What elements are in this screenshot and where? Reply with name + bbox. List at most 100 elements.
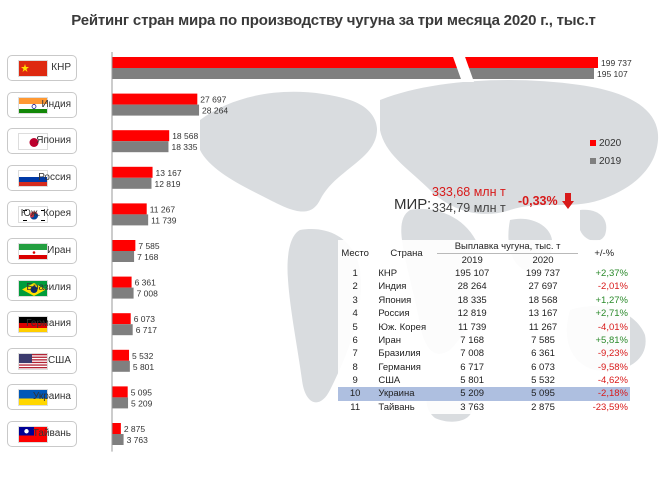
country-label: КНР <box>51 62 71 73</box>
value-2020-cell: 2 875 <box>531 401 555 413</box>
world-value-2019: 334,79 млн т <box>432 201 506 215</box>
data-label-2019: 5 801 <box>133 362 155 372</box>
header-2020: 2020 <box>532 254 554 266</box>
rank-cell: 11 <box>350 401 361 413</box>
japan-flag-icon <box>18 133 48 151</box>
bar-2019 <box>112 177 152 189</box>
value-2019-cell: 195 107 <box>455 267 490 279</box>
rank-cell: 6 <box>352 334 358 346</box>
change-cell: -4,01% <box>597 321 628 333</box>
data-label-2019: 28 264 <box>202 106 228 116</box>
flag-box: Россия <box>7 164 77 191</box>
bar-2020 <box>112 57 598 68</box>
rank-cell: 1 <box>352 267 358 279</box>
flag-box: США <box>7 347 77 374</box>
rank-cell: 2 <box>352 281 358 293</box>
bar-2020 <box>112 240 136 251</box>
flag-box: Индия <box>7 91 77 118</box>
bar-2020 <box>112 276 132 288</box>
legend-item-2020: 2020 <box>590 138 621 149</box>
data-label-2020: 199 737 <box>601 58 632 68</box>
bar-2019 <box>112 104 200 116</box>
bar-2019 <box>112 287 134 299</box>
rank-cell: 7 <box>352 348 358 360</box>
rank-cell: 5 <box>352 321 358 333</box>
bar-2020 <box>112 130 170 142</box>
taiwan-flag-icon <box>18 426 48 443</box>
data-label-2019: 5 209 <box>131 398 153 408</box>
country-cell: США <box>378 375 401 387</box>
legend-swatch-2020 <box>590 140 596 147</box>
data-label-2019: 3 763 <box>127 435 149 445</box>
table-header-row: Место Страна Выплавка чугуна, тыс. т +/-… <box>338 240 630 259</box>
ukraine-flag-icon <box>18 389 48 407</box>
value-2020-cell: 18 568 <box>528 294 558 306</box>
bar-2019 <box>112 434 124 445</box>
value-2019-cell: 5 801 <box>460 375 485 387</box>
country-cell: Иран <box>378 334 401 346</box>
table-row: 3 Япония 18 335 18 568 +1,27% <box>338 294 630 307</box>
data-label-2020: 5 532 <box>132 351 154 361</box>
country-cell: Индия <box>378 281 407 293</box>
germany-flag-icon <box>18 316 48 334</box>
bar-2020 <box>112 166 153 178</box>
country-cell: Япония <box>378 294 412 306</box>
change-cell: -4,62% <box>597 375 628 387</box>
value-2020-cell: 11 267 <box>528 321 558 333</box>
bar-2019 <box>112 397 129 409</box>
table-row: 4 Россия 12 819 13 167 +2,71% <box>338 307 630 320</box>
value-2020-cell: 6 361 <box>531 348 555 360</box>
country-cell: КНР <box>378 267 398 279</box>
change-cell: +2,71% <box>595 308 629 320</box>
country-cell: Юж. Корея <box>378 321 427 333</box>
data-label-2020: 27 697 <box>200 95 226 105</box>
data-label-2020: 6 361 <box>135 278 157 288</box>
world-change: -0,33% <box>518 194 558 208</box>
value-2020-cell: 7 585 <box>531 334 555 346</box>
value-2020-cell: 199 737 <box>525 267 561 279</box>
bar-2020 <box>112 313 131 325</box>
value-2019-cell: 6 717 <box>460 361 485 373</box>
rank-cell: 9 <box>352 375 358 387</box>
value-2019-cell: 7 008 <box>460 348 485 360</box>
change-cell: +2,37% <box>595 267 629 279</box>
change-cell: -23,59% <box>592 401 628 413</box>
data-label-2020: 6 073 <box>134 314 156 324</box>
legend-item-2019: 2019 <box>590 156 621 167</box>
country-label: США <box>47 354 71 366</box>
india-flag-icon <box>18 96 48 114</box>
value-2019-cell: 11 739 <box>457 321 487 333</box>
arrow-down-icon <box>562 193 574 209</box>
usa-flag-icon <box>18 352 48 370</box>
table-row: 2 Индия 28 264 27 697 -2,01% <box>338 280 630 293</box>
country-cell: Германия <box>378 361 421 373</box>
country-label: Бразилия <box>26 281 71 293</box>
value-2019-cell: 28 264 <box>457 281 487 293</box>
change-cell: -2,18% <box>578 387 630 401</box>
value-2019-cell: 3 763 <box>460 401 485 413</box>
flag-box: КНР <box>7 55 77 81</box>
country-label: Россия <box>38 171 71 183</box>
country-label: Юж. Корея <box>20 208 71 220</box>
ranking-table: Место Страна Выплавка чугуна, тыс. т +/-… <box>338 240 630 415</box>
data-label-2020: 2 875 <box>124 424 146 434</box>
bar-2020 <box>112 93 198 105</box>
south-korea-flag-icon <box>18 206 48 224</box>
bar-2019 <box>112 68 594 79</box>
value-2020-cell: 27 697 <box>528 281 558 293</box>
legend-label-2020: 2020 <box>599 138 622 149</box>
russia-flag-icon <box>18 169 48 187</box>
axis-break-mark <box>452 54 474 82</box>
country-cell: Россия <box>378 308 410 320</box>
data-label-2019: 7 168 <box>137 252 159 262</box>
data-label-2020: 11 267 <box>150 204 176 214</box>
data-label-2020: 5 095 <box>131 387 153 397</box>
value-2019-cell: 18 335 <box>457 294 487 306</box>
bar-2019 <box>112 141 169 153</box>
data-label-2020: 18 568 <box>172 131 198 141</box>
china-flag-icon <box>18 60 48 77</box>
table-row: 8 Германия 6 717 6 073 -9,58% <box>338 361 630 374</box>
chart-title: Рейтинг стран мира по производству чугун… <box>71 12 596 29</box>
bar-2020 <box>112 203 147 215</box>
